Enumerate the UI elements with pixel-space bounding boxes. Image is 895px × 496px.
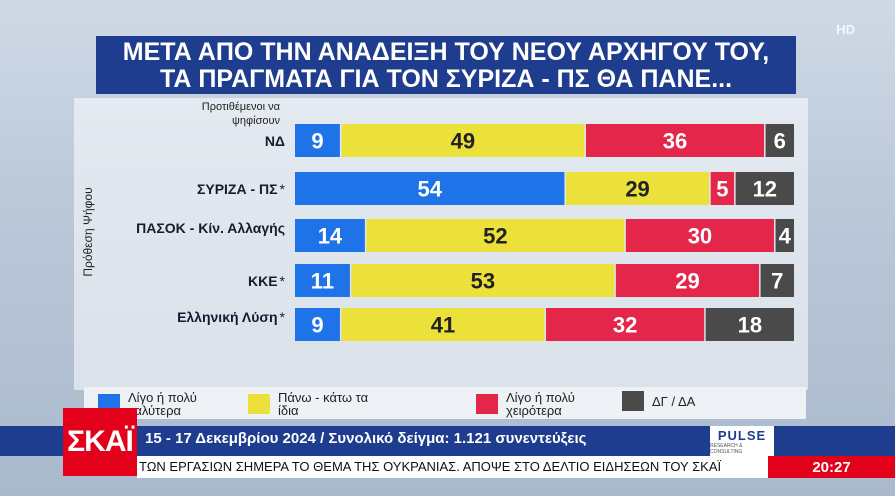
bar-value-label: 49 (451, 129, 475, 154)
legend-swatch (622, 391, 644, 411)
bar-segment (775, 219, 794, 252)
category-label: ΚΚΕ * (110, 273, 285, 289)
legend-item: ΔΓ / ΔΑ (622, 391, 695, 411)
bar-value-label: 53 (471, 269, 495, 294)
bar-value-label: 14 (318, 224, 343, 249)
category-label-star: * (279, 180, 285, 197)
bar-segment (735, 172, 794, 205)
bar-segment (295, 124, 340, 157)
category-label-text: ΝΔ (264, 132, 285, 149)
bar-segment (615, 264, 760, 297)
bar-value-label: 18 (738, 313, 762, 338)
legend-label: Λίγο ή πολύ χειρότερα (506, 390, 575, 418)
bar-segment (366, 219, 625, 252)
category-label: ΝΔ (110, 133, 285, 149)
pollster-logo: PULSE RESEARCH & CONSULTING (710, 426, 774, 456)
title-line-2: ΤΑ ΠΡΑΓΜΑΤΑ ΓΙΑ ΤΟΝ ΣΥΡΙΖΑ - ΠΣ ΘΑ ΠΑΝΕ.… (159, 65, 733, 93)
bar-segment (341, 124, 585, 157)
bar-value-label: 7 (771, 269, 783, 294)
bar-value-label: 30 (688, 224, 712, 249)
bar-value-label: 11 (311, 269, 334, 294)
category-label: ΠΑΣΟΚ - Κίν. Αλλαγής (105, 220, 285, 236)
bar-value-label: 29 (625, 177, 649, 202)
hd-badge: HD (836, 22, 855, 37)
category-label-text: ΠΑΣΟΚ - Κίν. Αλλαγής (136, 219, 285, 236)
bar-segment (295, 172, 565, 205)
legend-item: Πάνω - κάτω τα ίδια (248, 391, 378, 417)
bar-segment (295, 308, 340, 341)
bar-value-label: 9 (311, 129, 323, 154)
legend-item: Λίγο ή πολύ καλύτερα (98, 391, 228, 417)
bar-segment (546, 308, 705, 341)
bar-value-label: 4 (779, 224, 792, 249)
clock: 20:27 (768, 456, 895, 478)
bar-segment (765, 124, 794, 157)
column-header: Προτιθέμενοι να ψηφίσουν (201, 101, 280, 127)
bar-segment (351, 264, 615, 297)
category-label-text: ΚΚΕ (247, 272, 278, 289)
bar-value-label: 6 (774, 129, 786, 154)
bar-segment (565, 172, 710, 205)
bar-value-label: 52 (483, 224, 507, 249)
legend-label: ΔΓ / ΔΑ (652, 393, 696, 409)
bar-value-label: 36 (663, 129, 687, 154)
bar-segment (585, 124, 765, 157)
chart-title: ΜΕΤΑ ΑΠΟ ΤΗΝ ΑΝΑΔΕΙΞΗ ΤΟΥ ΝΕΟΥ ΑΡΧΗΓΟΥ Τ… (96, 36, 796, 94)
bar-segment (341, 308, 545, 341)
category-label-text: ΣΥΡΙΖΑ - ΠΣ (196, 180, 278, 197)
bar-value-label: 29 (675, 269, 699, 294)
pollster-subtitle: RESEARCH & CONSULTING (710, 442, 743, 455)
category-label: Ελληνική Λύση * (105, 309, 285, 325)
bar-value-label: 41 (431, 313, 455, 338)
news-ticker: ΤΩΝ ΕΡΓΑΣΙΩΝ ΣΗΜΕΡΑ ΤΟ ΘΕΜΑ ΤΗΣ ΟΥΚΡΑΝΙΑ… (137, 456, 895, 478)
category-label-star: * (279, 272, 285, 289)
news-ticker-text: ΤΩΝ ΕΡΓΑΣΙΩΝ ΣΗΜΕΡΑ ΤΟ ΘΕΜΑ ΤΗΣ ΟΥΚΡΑΝΙΑ… (139, 459, 722, 474)
pollster-name: PULSE (717, 427, 767, 443)
bar-segment (710, 172, 735, 205)
category-label-text: Ελληνική Λύση (177, 308, 278, 325)
title-line-1: ΜΕΤΑ ΑΠΟ ΤΗΝ ΑΝΑΔΕΙΞΗ ΤΟΥ ΝΕΟΥ ΑΡΧΗΓΟΥ Τ… (122, 38, 770, 66)
bar-value-label: 9 (311, 313, 323, 338)
channel-logo: ΣΚΑΪ (63, 408, 137, 476)
category-label-star: * (279, 308, 285, 325)
survey-info: 15 - 17 Δεκεμβρίου 2024 / Συνολικό δείγμ… (145, 430, 587, 447)
bar-value-label: 12 (753, 177, 777, 202)
legend-swatch (248, 394, 270, 414)
bar-value-label: 54 (417, 177, 442, 202)
bar-segment (295, 264, 350, 297)
bar-value-label: 32 (613, 313, 637, 338)
bar-segment (295, 219, 365, 252)
legend: Λίγο ή πολύ καλύτερα Πάνω - κάτω τα ίδια Λ… (84, 387, 806, 419)
legend-swatch (476, 394, 498, 414)
legend-label: Πάνω - κάτω τα ίδια (278, 390, 369, 418)
legend-item: Λίγο ή πολύ χειρότερα (476, 391, 606, 417)
legend-label: Λίγο ή πολύ καλύτερα (128, 390, 197, 418)
bar-value-label: 5 (716, 177, 728, 202)
bar-segment (760, 264, 794, 297)
category-label: ΣΥΡΙΖΑ - ΠΣ * (110, 181, 285, 197)
bar-segment (625, 219, 775, 252)
bar-segment (705, 308, 794, 341)
